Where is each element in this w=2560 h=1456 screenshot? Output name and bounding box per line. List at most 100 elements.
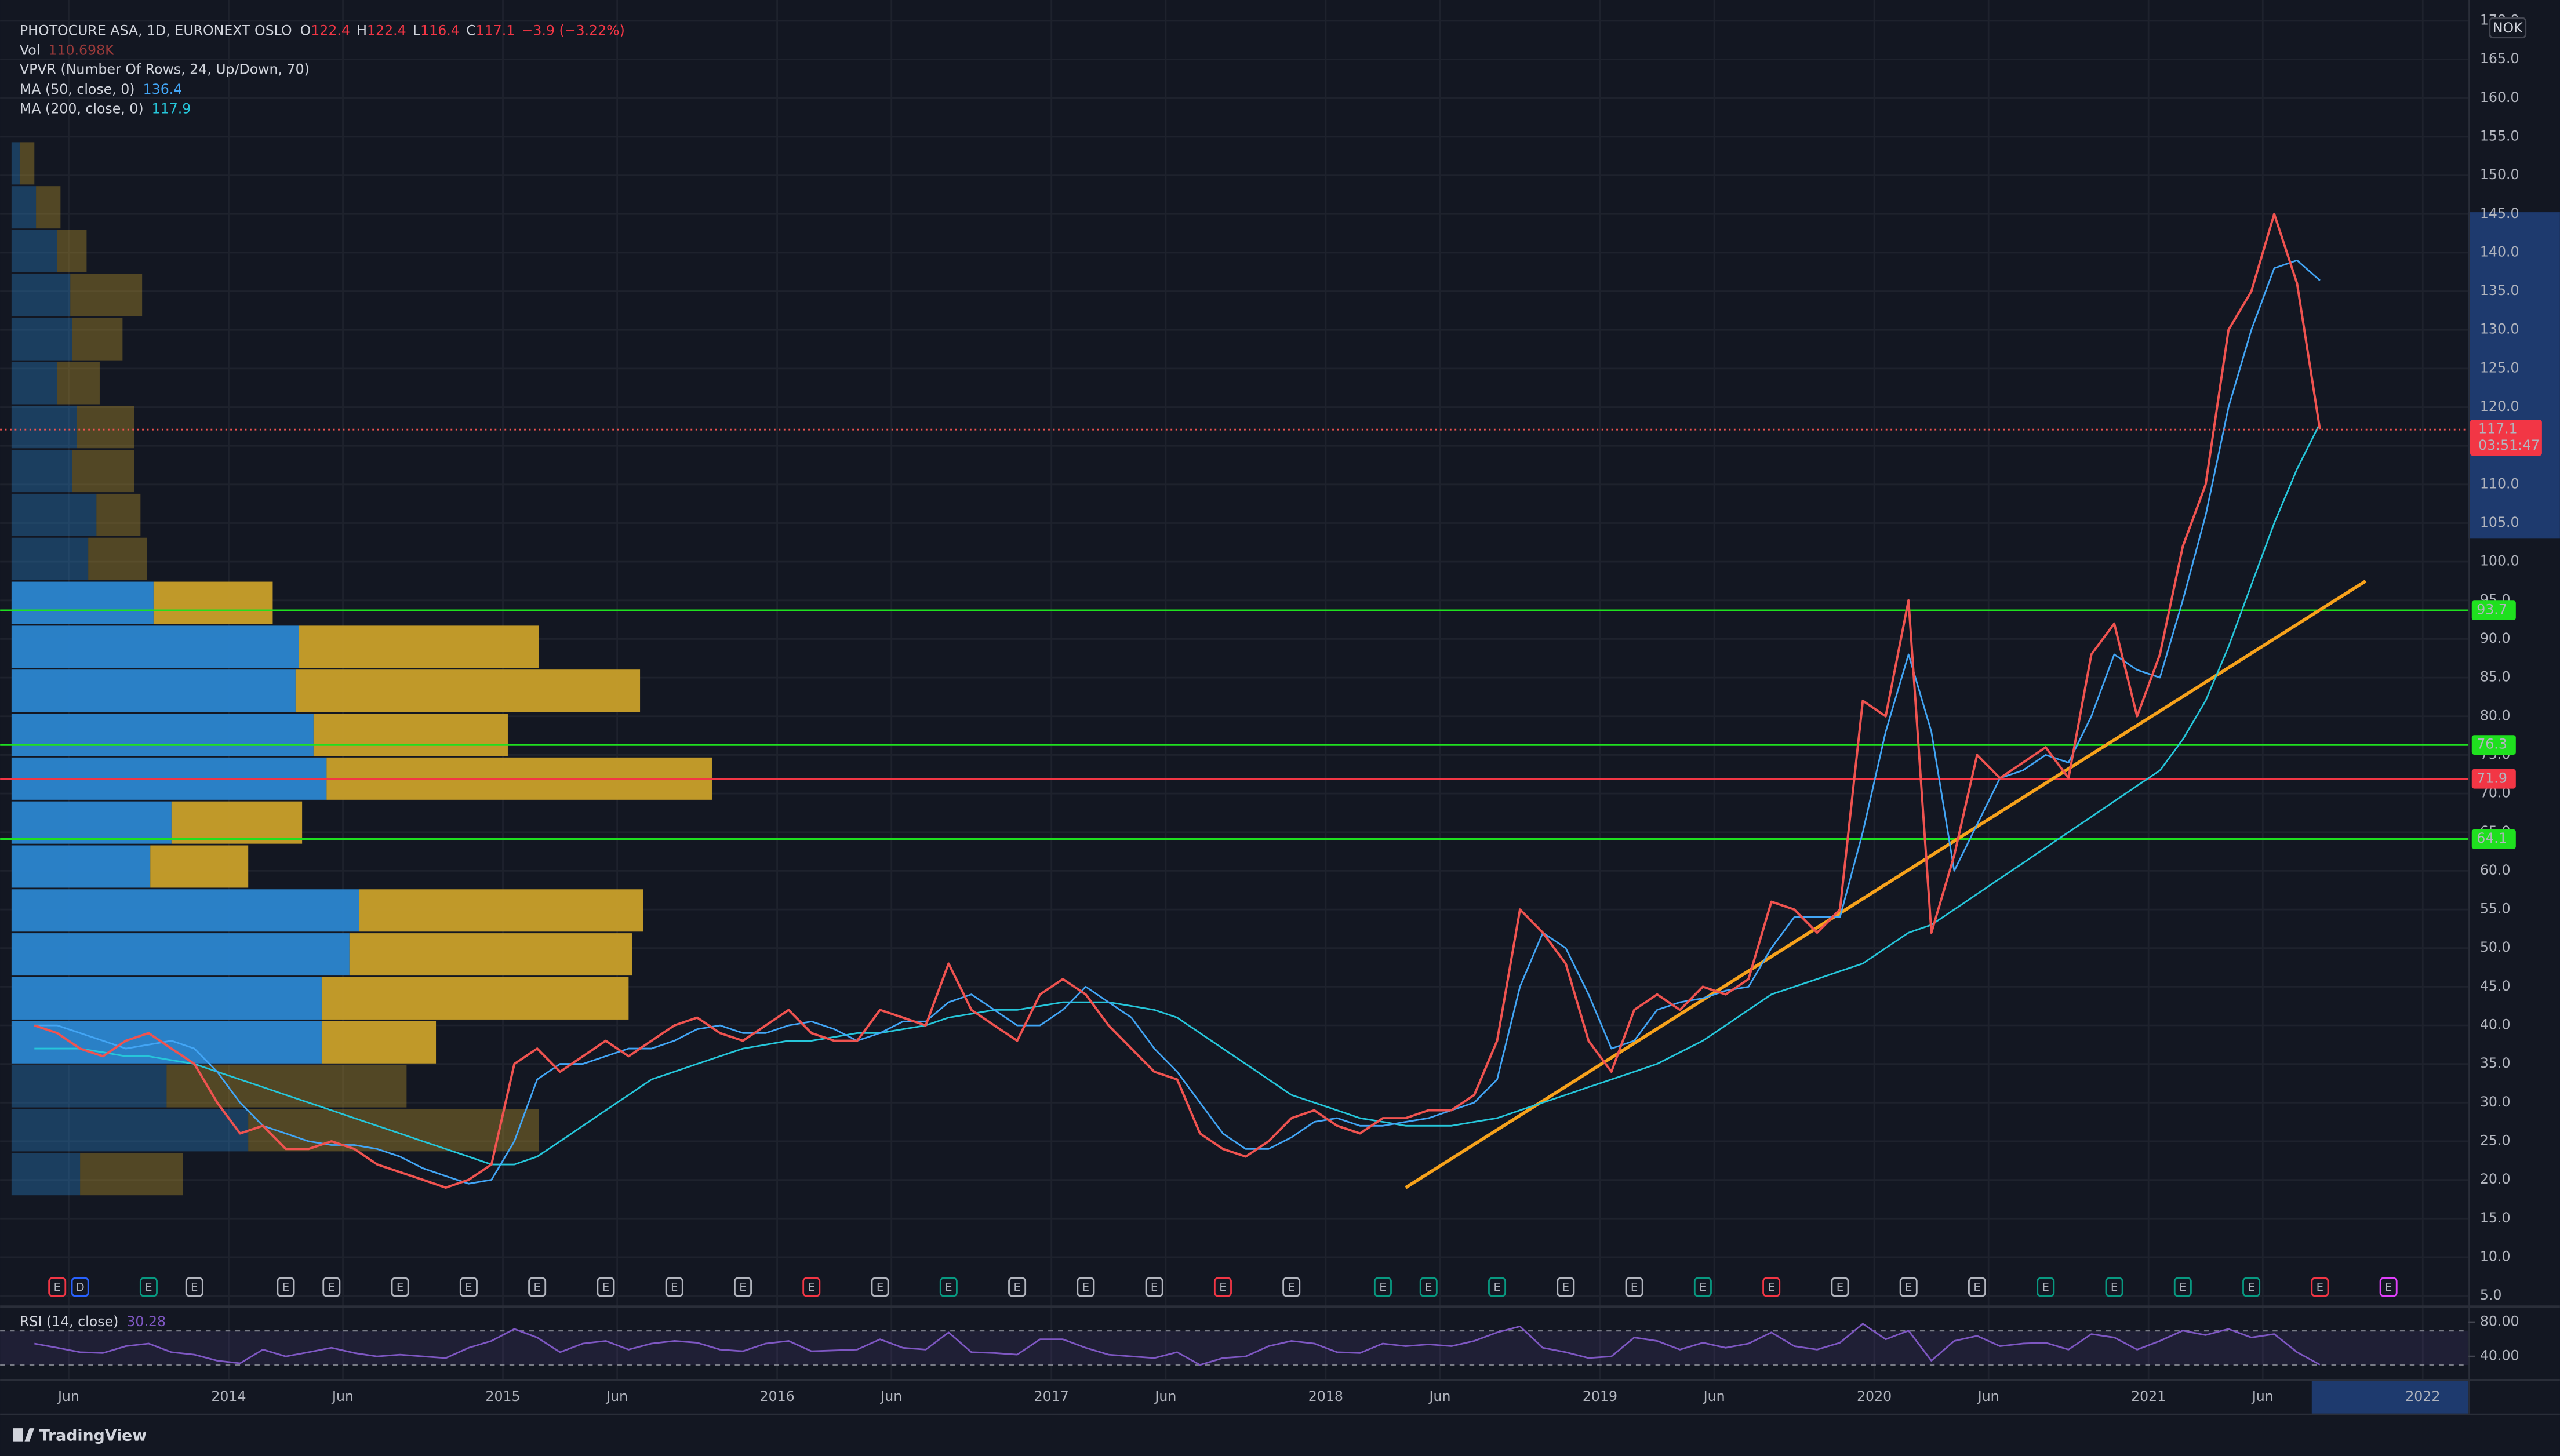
event-label: E: [1425, 1280, 1432, 1294]
event-marker: [391, 1277, 409, 1297]
vpvr-down: [248, 1109, 539, 1152]
open-value: 122.4: [311, 22, 350, 38]
event-label: E: [2385, 1280, 2392, 1294]
y-tick-label: 45.0: [2480, 978, 2511, 994]
brand-logo-mark: [24, 1428, 35, 1442]
event-label: E: [945, 1280, 952, 1294]
brand[interactable]: TradingView: [13, 1427, 147, 1445]
y-tick-label: 80.0: [2480, 707, 2511, 723]
event-label: E: [1379, 1280, 1386, 1294]
x-tick-label: Jun: [605, 1388, 628, 1404]
vpvr-up: [11, 845, 151, 888]
vpvr-down: [299, 625, 539, 668]
vpvr-up: [11, 186, 37, 229]
event-label: E: [1905, 1280, 1912, 1294]
event-marker: [1693, 1277, 1712, 1297]
x-tick-label: 2016: [760, 1388, 795, 1404]
event-marker: [2242, 1277, 2261, 1297]
volume-label: Vol: [20, 42, 40, 58]
vpvr-up: [11, 581, 154, 624]
ma50-label: MA (50, close, 0): [20, 81, 135, 97]
vpvr-up: [11, 1109, 249, 1152]
x-tick-label: Jun: [1154, 1388, 1176, 1404]
event-label: E: [1631, 1280, 1638, 1294]
close-label: C: [466, 22, 476, 38]
event-marker: [2037, 1277, 2055, 1297]
level-label-box: [2471, 769, 2516, 789]
brand-name[interactable]: TradingView: [39, 1427, 147, 1445]
vpvr-up: [11, 625, 299, 668]
open-label: O: [300, 22, 311, 38]
vpvr-up: [11, 1065, 167, 1108]
event-marker: [1213, 1277, 1232, 1297]
low-value: 116.4: [420, 22, 460, 38]
y-tick-label: 135.0: [2480, 282, 2519, 299]
y-tick-label: 140.0: [2480, 243, 2519, 260]
event-label: E: [1151, 1280, 1158, 1294]
vpvr-down: [349, 933, 632, 976]
event-label: E: [2248, 1280, 2254, 1294]
close-value: 117.1: [476, 22, 515, 38]
vpvr-down: [150, 845, 249, 888]
event-marker: [2105, 1277, 2123, 1297]
x-tick-label: 2021: [2131, 1388, 2166, 1404]
event-label: E: [2111, 1280, 2118, 1294]
vpvr-down: [72, 450, 134, 493]
event-marker: [2311, 1277, 2329, 1297]
vpvr-up: [11, 801, 172, 844]
vpvr-down: [153, 581, 273, 624]
vpvr-up: [11, 493, 97, 536]
vpvr-legend: VPVR (Number Of Rows, 24, Up/Down, 70): [20, 61, 310, 78]
x-tick-label: Jun: [879, 1388, 902, 1404]
vpvr-up: [11, 318, 72, 361]
event-label: E: [2042, 1280, 2049, 1294]
event-label: E: [808, 1280, 815, 1294]
countdown-label: 03:51:47: [2478, 437, 2540, 453]
y-tick-label: 160.0: [2480, 89, 2519, 105]
x-tick-label: 2017: [1034, 1388, 1069, 1404]
currency[interactable]: NOK: [2493, 20, 2523, 36]
event-label: E: [191, 1280, 198, 1294]
vpvr-up: [11, 933, 350, 976]
event-label: E: [328, 1280, 335, 1294]
currency-box[interactable]: [2489, 17, 2527, 39]
event-label: E: [1699, 1280, 1706, 1294]
ma200-label: MA (200, close, 0): [20, 100, 144, 117]
y-tick-label: 20.0: [2480, 1171, 2511, 1187]
brand-logo: [13, 1428, 23, 1442]
vpvr-down: [96, 493, 141, 536]
event-marker: [459, 1277, 478, 1297]
vpvr-up: [11, 1153, 81, 1196]
vpvr-up: [11, 537, 89, 580]
high-value: 122.4: [367, 22, 406, 38]
event-marker: [48, 1277, 67, 1297]
y-tick-label: 145.0: [2480, 205, 2519, 221]
vpvr-up: [11, 362, 57, 405]
vpvr-up: [11, 230, 57, 273]
level-label: 64.1: [2477, 830, 2507, 846]
event-label: E: [465, 1280, 472, 1294]
level-label: 76.3: [2477, 736, 2507, 752]
ma50-value: 136.4: [143, 81, 183, 97]
x-tick-label: Jun: [1977, 1388, 1999, 1404]
x-tick-label: 2018: [1308, 1388, 1343, 1404]
symbol: PHOTOCURE ASA, 1D, EURONEXT OSLO: [20, 22, 292, 38]
trendline: [1405, 580, 2367, 1189]
symbol-legend: PHOTOCURE ASA, 1D, EURONEXT OSLO O122.4 H1…: [20, 22, 625, 38]
ma200-legend: MA (200, close, 0) 117.9: [20, 100, 191, 117]
last-price-label: 117.1: [2478, 421, 2518, 437]
y-tick-label: 5.0: [2480, 1287, 2502, 1303]
event-marker: [597, 1277, 615, 1297]
y-tick-label: 15.0: [2480, 1210, 2511, 1226]
y-tick-label: 85.0: [2480, 669, 2511, 685]
volume-legend: Vol 110.698K: [20, 42, 114, 58]
y-tick-label: 130.0: [2480, 321, 2519, 337]
vpvr-up: [11, 142, 20, 185]
event-marker: [1488, 1277, 1507, 1297]
event-label: E: [1493, 1280, 1500, 1294]
event-marker: [139, 1277, 158, 1297]
level-label: 93.7: [2477, 602, 2507, 618]
event-label: E: [397, 1280, 403, 1294]
x-tick-label: Jun: [57, 1388, 79, 1404]
high-label: H: [357, 22, 367, 38]
